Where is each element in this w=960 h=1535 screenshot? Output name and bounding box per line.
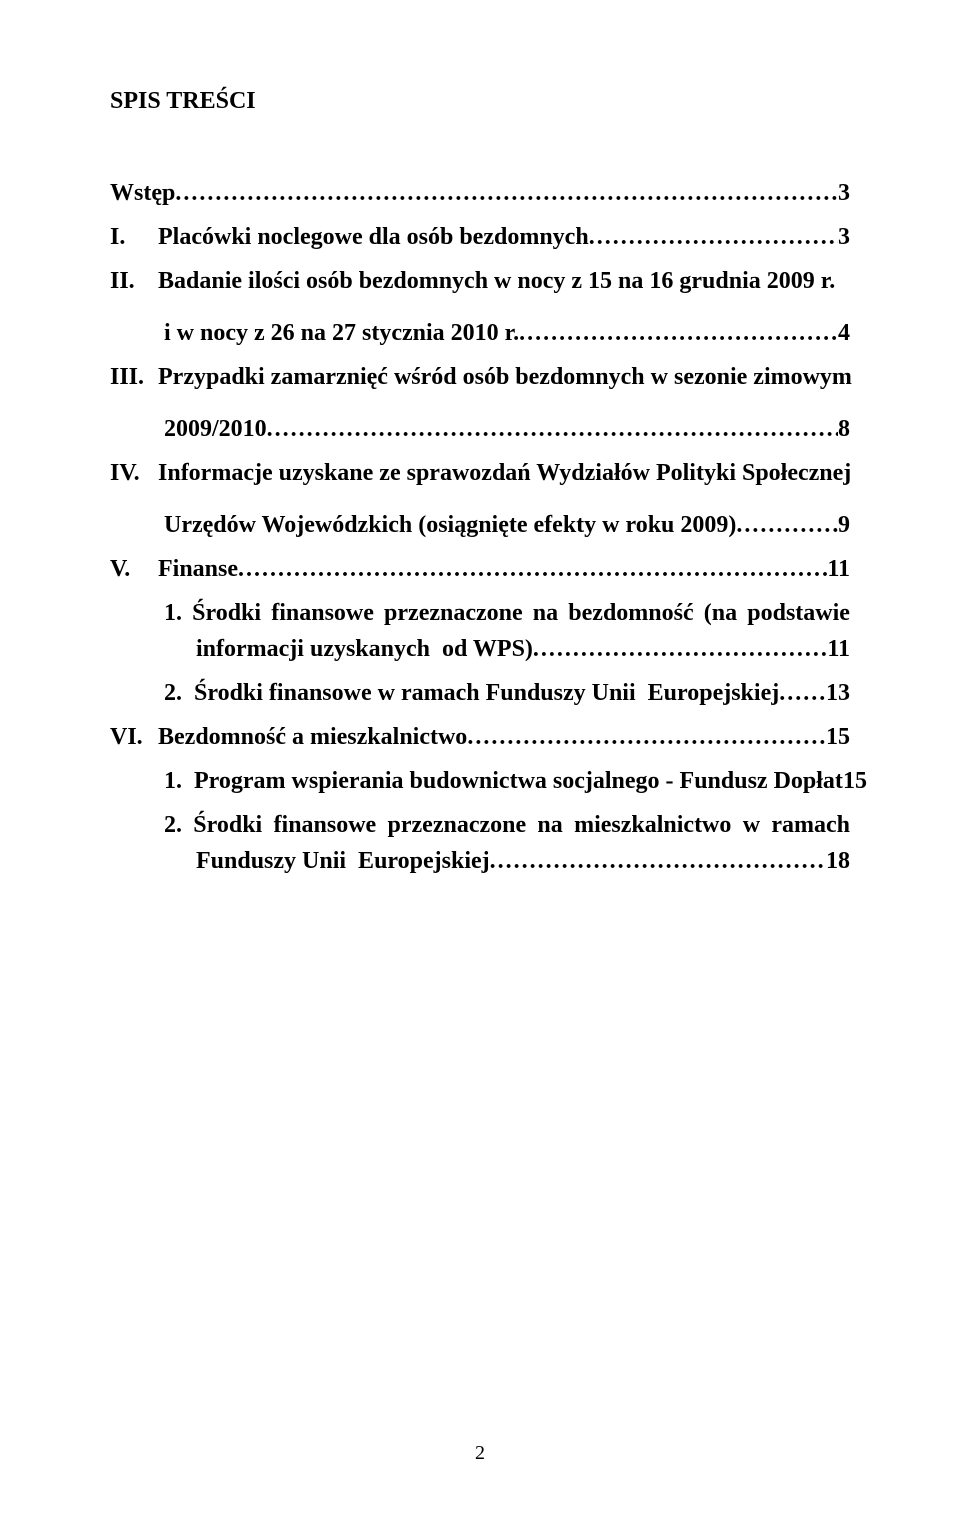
- toc-label: Program wspierania budownictwa socjalneg…: [194, 763, 843, 799]
- toc-page: 18: [826, 843, 850, 879]
- toc-token: bezdomność: [568, 595, 693, 631]
- toc-label: Finanse: [158, 551, 238, 587]
- toc-page: 3: [838, 175, 850, 211]
- toc-label: Środki finansowe w ramach Funduszy Unii …: [194, 675, 779, 711]
- toc-prefix: 1.: [164, 595, 182, 631]
- dot-leader: [267, 411, 838, 447]
- toc-token: finansowe: [274, 807, 377, 843]
- toc-entry-wstep: Wstęp 3: [110, 175, 850, 211]
- toc-token: przeznaczone: [388, 807, 527, 843]
- toc-label: Przypadki zamarznięć wśród osób bezdomny…: [158, 359, 852, 395]
- toc-page: 11: [827, 631, 850, 667]
- toc-entry-vi: VI. Bezdomność a mieszkalnictwo 15: [110, 719, 850, 755]
- dot-leader: [238, 551, 827, 587]
- toc-prefix: I.: [110, 219, 158, 255]
- toc-token: przeznaczone: [384, 595, 523, 631]
- dot-leader: [589, 219, 838, 255]
- dot-leader: [736, 507, 838, 543]
- toc-prefix: III.: [110, 359, 158, 395]
- toc-entry-i: I. Placówki noclegowe dla osób bezdomnyc…: [110, 219, 850, 255]
- toc-prefix: V.: [110, 551, 158, 587]
- toc-token: finansowe: [271, 595, 374, 631]
- toc-token: (na: [704, 595, 737, 631]
- toc-label: Placówki noclegowe dla osób bezdomnych: [158, 219, 589, 255]
- toc-label: Bezdomność a mieszkalnictwo: [158, 719, 467, 755]
- toc-prefix: IV.: [110, 455, 158, 491]
- toc-justified-line: 2. Środki finansowe przeznaczone na mies…: [164, 807, 850, 843]
- toc-label: Wstęp: [110, 175, 175, 211]
- dot-leader: [490, 843, 826, 879]
- toc-prefix: VI.: [110, 719, 158, 755]
- toc-token: w: [743, 807, 760, 843]
- page-number: 2: [0, 1442, 960, 1465]
- toc-page: 4: [838, 315, 850, 351]
- toc-prefix: II.: [110, 263, 158, 299]
- toc-label: Urzędów Wojewódzkich (osiągnięte efekty …: [164, 507, 736, 543]
- toc-label: Funduszy Unii Europejskiej: [196, 843, 490, 879]
- toc-label: Badanie ilości osób bezdomnych w nocy z …: [158, 263, 835, 299]
- toc-token: na: [537, 807, 562, 843]
- toc-prefix: 1.: [164, 763, 194, 799]
- dot-leader: [175, 175, 838, 211]
- toc-entry-v2: 2. Środki finansowe w ramach Funduszy Un…: [110, 675, 850, 711]
- toc-continuation: i w nocy z 26 na 27 stycznia 2010 r. 4: [110, 315, 850, 351]
- toc-continuation: 2009/2010 8: [110, 411, 850, 447]
- toc-page: 9: [838, 507, 850, 543]
- page: SPIS TREŚCI Wstęp 3 I. Placówki noclegow…: [0, 0, 960, 1535]
- toc-page: 8: [838, 411, 850, 447]
- toc-continuation: Funduszy Unii Europejskiej 18: [164, 843, 850, 879]
- toc-entry-v1: 1. Środki finansowe przeznaczone na bezd…: [110, 595, 850, 667]
- toc-token: Środki: [193, 807, 262, 843]
- toc-token: na: [533, 595, 558, 631]
- toc-token: ramach: [771, 807, 850, 843]
- toc-page: 13: [826, 675, 850, 711]
- dot-leader: [779, 675, 826, 711]
- toc-continuation: Urzędów Wojewódzkich (osiągnięte efekty …: [110, 507, 850, 543]
- toc-prefix: 2.: [164, 675, 194, 711]
- dot-leader: [467, 719, 826, 755]
- toc-token: podstawie: [747, 595, 850, 631]
- toc-continuation: informacji uzyskanych od WPS) 11: [164, 631, 850, 667]
- toc-token: mieszkalnictwo: [574, 807, 731, 843]
- toc-entry-iii: III. Przypadki zamarznięć wśród osób bez…: [110, 359, 850, 447]
- toc-label: informacji uzyskanych od WPS): [196, 631, 533, 667]
- toc-heading: SPIS TREŚCI: [110, 88, 850, 115]
- toc-entry-iv: IV. Informacje uzyskane ze sprawozdań Wy…: [110, 455, 850, 543]
- toc-entry-vi2: 2. Środki finansowe przeznaczone na mies…: [110, 807, 850, 879]
- toc-label: i w nocy z 26 na 27 stycznia 2010 r.: [164, 315, 519, 351]
- toc-page: 3: [838, 219, 850, 255]
- toc-page: 15: [843, 763, 867, 799]
- toc-justified-line: 1. Środki finansowe przeznaczone na bezd…: [164, 595, 850, 631]
- toc-page: 15: [826, 719, 850, 755]
- dot-leader: [519, 315, 838, 351]
- toc-label: 2009/2010: [164, 411, 267, 447]
- toc-entry-v: V. Finanse 11: [110, 551, 850, 587]
- toc-entry-ii: II. Badanie ilości osób bezdomnych w noc…: [110, 263, 850, 351]
- dot-leader: [533, 631, 827, 667]
- toc-page: 11: [827, 551, 850, 587]
- toc-prefix: 2.: [164, 807, 182, 843]
- toc-label: Informacje uzyskane ze sprawozdań Wydzia…: [158, 455, 851, 491]
- toc-token: Środki: [192, 595, 261, 631]
- toc-entry-vi1: 1. Program wspierania budownictwa socjal…: [110, 763, 850, 799]
